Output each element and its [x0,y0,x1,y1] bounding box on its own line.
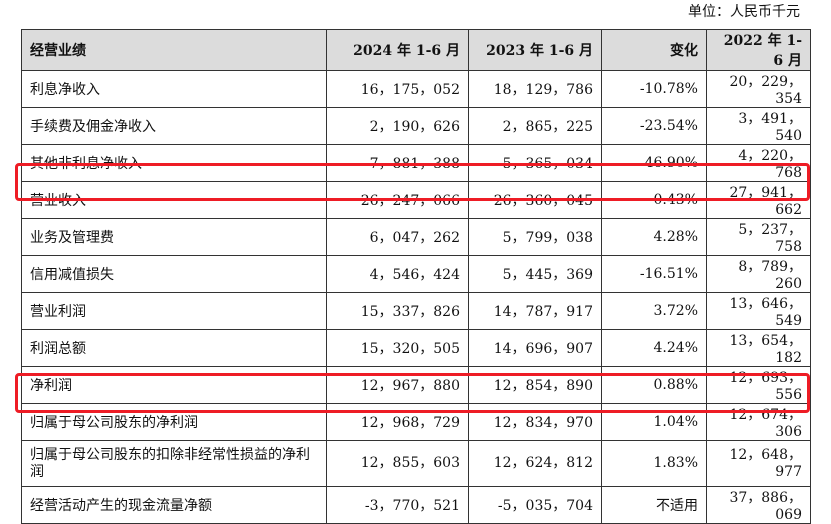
row-label: 业务及管理费 [21,218,327,256]
row-label: 营业收入 [21,181,327,219]
row-label: 营业利润 [21,292,327,330]
value-2022: 27，941，662 [706,181,811,219]
value-change: 46.90% [601,144,707,182]
value-2023: 26，360，045 [468,181,602,219]
value-2023: 12，854，890 [468,366,602,404]
table-row: 经营活动产生的现金流量净额 -3，770，521 -5，035，704 不适用 37，8… [21,486,811,524]
operating-results-table: 经营业绩 2024 年 1-6 月 2023 年 1-6 月 变化 2022 年… [21,29,811,524]
row-label: 归属于母公司股东的扣除非经常性损益的净利润 [21,440,327,487]
header-2023: 2023 年 1-6 月 [468,29,602,71]
value-2024: 6，047，262 [326,218,469,256]
value-2022: 13，654，182 [706,329,811,367]
value-2024: 4，546，424 [326,255,469,293]
table-row: 营业利润 15，337，826 14，787，917 3.72% 13，646，549 [21,292,811,330]
value-change: 4.28% [601,218,707,256]
value-2023: 5，799，038 [468,218,602,256]
value-2023: 2，865，225 [468,107,602,145]
row-label: 手续费及佣金净收入 [21,107,327,145]
row-label: 净利润 [21,366,327,404]
value-2024: 2，190，626 [326,107,469,145]
value-change: 1.04% [601,403,707,441]
value-2022: 5，237，758 [706,218,811,256]
table-row: 归属于母公司股东的净利润 12，968，729 12，834，970 1.04% 12，… [21,403,811,441]
value-2024: 15，320，505 [326,329,469,367]
value-2022: 20，229，354 [706,70,811,108]
value-change: 4.24% [601,329,707,367]
header-2022: 2022 年 1-6 月 [706,29,811,71]
value-change: -16.51% [601,255,707,293]
table-row: 营业收入 26，247，066 26，360，045 -0.43% 27，941，662 [21,181,811,219]
value-2023: 18，129，786 [468,70,602,108]
table-row: 信用减值损失 4，546，424 5，445，369 -16.51% 8，789，260 [21,255,811,293]
value-2022: 13，646，549 [706,292,811,330]
value-2023: 12，834，970 [468,403,602,441]
value-change: -10.78% [601,70,707,108]
table-row: 其他非利息净收入 7，881，388 5，365，034 46.90% 4，220，76… [21,144,811,182]
value-2023: -5，035，704 [468,486,602,524]
value-2022: 8，789，260 [706,255,811,293]
table-row: 手续费及佣金净收入 2，190，626 2，865，225 -23.54% 3，491，… [21,107,811,145]
value-2023: 12，624，812 [468,440,602,487]
row-label: 其他非利息净收入 [21,144,327,182]
value-change: 不适用 [601,486,707,524]
table-row: 业务及管理费 6，047，262 5，799，038 4.28% 5，237，758 [21,218,811,256]
value-2024: 16，175，052 [326,70,469,108]
value-change: -23.54% [601,107,707,145]
table-header-row: 经营业绩 2024 年 1-6 月 2023 年 1-6 月 变化 2022 年… [21,29,811,71]
header-label: 经营业绩 [21,29,327,71]
value-2024: -3，770，521 [326,486,469,524]
header-change: 变化 [601,29,707,71]
unit-label: 单位：人民币千元 [688,4,800,20]
value-change: 0.88% [601,366,707,404]
header-2024: 2024 年 1-6 月 [326,29,469,71]
row-label: 利息净收入 [21,70,327,108]
table-row: 利息净收入 16，175，052 18，129，786 -10.78% 20，229，3… [21,70,811,108]
value-2024: 15，337，826 [326,292,469,330]
row-label: 归属于母公司股东的净利润 [21,403,327,441]
table-row: 净利润 12，967，880 12，854，890 0.88% 12，693，556 [21,366,811,404]
value-2023: 14，787，917 [468,292,602,330]
value-2024: 26，247，066 [326,181,469,219]
value-2024: 7，881，388 [326,144,469,182]
value-2023: 14，696，907 [468,329,602,367]
value-2022: 12，693，556 [706,366,811,404]
row-label: 利润总额 [21,329,327,367]
value-2022: 4，220，768 [706,144,811,182]
table-row: 利润总额 15，320，505 14，696，907 4.24% 13，654，182 [21,329,811,367]
value-2024: 12，855，603 [326,440,469,487]
value-2022: 37，886，069 [706,486,811,524]
value-2022: 12，674，306 [706,403,811,441]
table-body: 利息净收入 16，175，052 18，129，786 -10.78% 20，229，3… [21,70,811,524]
value-change: -0.43% [601,181,707,219]
value-2023: 5，365，034 [468,144,602,182]
row-label: 经营活动产生的现金流量净额 [21,486,327,524]
table-row: 归属于母公司股东的扣除非经常性损益的净利润 12，855，603 12，624，81… [21,440,811,487]
value-2023: 5，445，369 [468,255,602,293]
value-2024: 12，968，729 [326,403,469,441]
value-2022: 3，491，540 [706,107,811,145]
value-change: 1.83% [601,440,707,487]
row-label: 信用减值损失 [21,255,327,293]
value-change: 3.72% [601,292,707,330]
value-2022: 12，648，977 [706,440,811,487]
value-2024: 12，967，880 [326,366,469,404]
